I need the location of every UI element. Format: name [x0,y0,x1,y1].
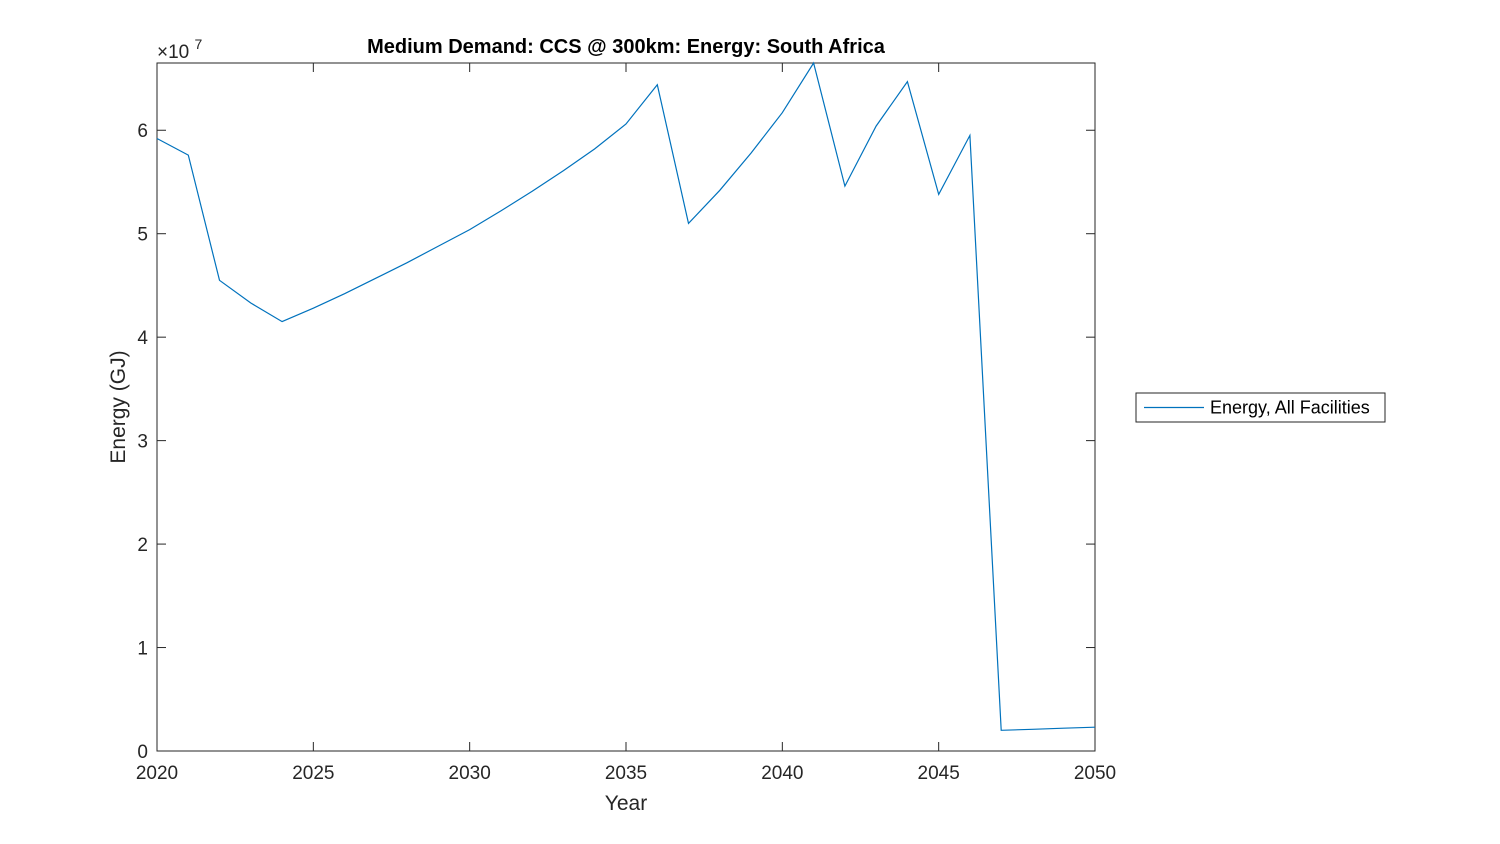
series-line [156,61,1096,731]
x-tick-label: 2025 [292,763,334,784]
y-tick-label: 2 [137,535,148,556]
chart-title: Medium Demand: CCS @ 300km: Energy: Sout… [367,36,886,58]
legend: Energy, All Facilities [1135,392,1386,423]
x-tick-label: 2035 [605,763,647,784]
y-tick-label: 5 [137,225,148,246]
y-axis-exponent-base: ×10 [157,42,189,63]
x-tick-label: 2050 [1074,763,1116,784]
axes-box [156,62,1096,752]
x-tick-label: 2045 [918,763,960,784]
x-axis-label: Year [605,792,647,815]
y-tick-label: 6 [137,121,148,142]
x-tick-label: 2020 [136,763,178,784]
x-tick-label: 2040 [761,763,803,784]
legend-entry: Energy, All Facilities [1210,398,1370,418]
y-tick-label: 3 [137,432,148,453]
y-axis-label: Energy (GJ) [107,350,130,463]
x-tick-label: 2030 [449,763,491,784]
y-axis-exponent: ×10 7 [157,36,203,63]
plot-area: 2020 2025 2030 2035 2040 2045 2050 0 1 2 3 4 5 6 [136,61,1116,784]
y-axis-exponent-power: 7 [195,36,203,52]
y-tick-label: 0 [137,742,148,763]
y-tick-label: 1 [137,639,148,660]
y-tick-label: 4 [137,328,148,349]
